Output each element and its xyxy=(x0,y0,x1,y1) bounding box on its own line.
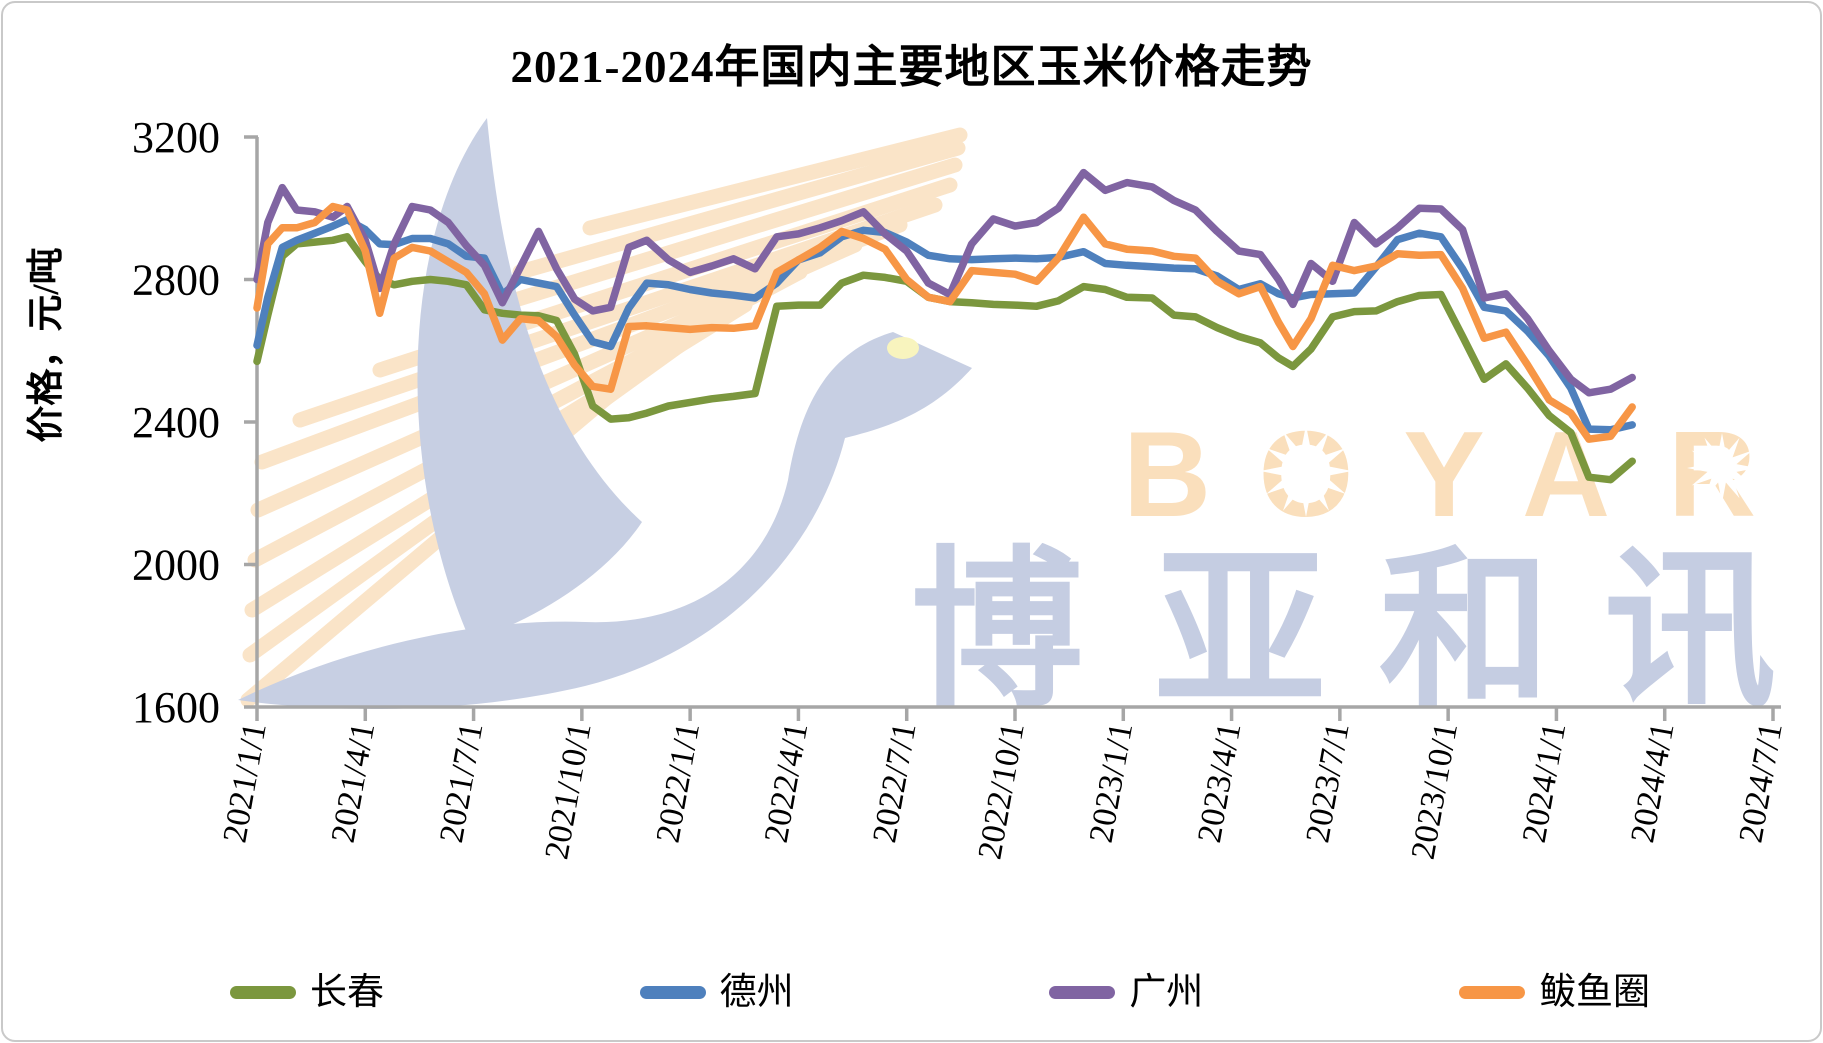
x-tick-label: 2023/10/1 xyxy=(1405,720,1465,862)
watermark-stripe-ray xyxy=(582,127,968,236)
watermark-bird-eye xyxy=(887,337,919,359)
x-tick-label: 2021/7/1 xyxy=(433,720,490,845)
legend-item-dezhou: 德州 xyxy=(639,971,794,1013)
series-line-guangzhou xyxy=(253,168,1636,397)
legend-swatch-dezhou xyxy=(639,985,706,999)
watermark-stripe-ray xyxy=(442,157,963,328)
x-tick-label: 2024/1/1 xyxy=(1516,720,1573,845)
watermark-sun-icon xyxy=(1260,425,1352,517)
chart-title: 2021-2024年国内主要地区玉米价格走势 xyxy=(510,42,1313,92)
x-tick-label: 2023/1/1 xyxy=(1083,720,1140,845)
y-axis-title: 价格，元/吨 xyxy=(25,247,67,442)
legend-label-bayuquan: 鲅鱼圈 xyxy=(1538,971,1650,1013)
chart-legend: 长春 德州 广州 鲅鱼圈 xyxy=(230,962,1650,1022)
x-tick-label: 2024/4/1 xyxy=(1624,720,1681,845)
x-tick-label: 2024/7/1 xyxy=(1732,720,1789,845)
watermark-brand-en: BOYAR xyxy=(1123,406,1757,542)
y-tick-label: 2000 xyxy=(132,541,220,590)
watermark-stripes xyxy=(240,127,968,708)
y-tick-label: 2800 xyxy=(132,256,220,305)
legend-swatch-changchun xyxy=(230,985,296,999)
x-tick-label: 2021/1/1 xyxy=(216,720,273,845)
legend-swatch-bayuquan xyxy=(1458,985,1525,999)
legend-label-dezhou: 德州 xyxy=(719,971,794,1013)
y-tick-label: 3200 xyxy=(132,113,220,162)
x-tick-label: 2021/4/1 xyxy=(325,720,382,845)
x-tick-label: 2021/10/1 xyxy=(538,720,598,862)
watermark-brand-cn: 博亚和讯 xyxy=(911,535,1776,727)
y-tick-label: 1600 xyxy=(132,683,220,732)
y-tick-label: 2400 xyxy=(132,398,220,447)
legend-swatch-guangzhou xyxy=(1049,985,1116,999)
x-tick-label: 2023/7/1 xyxy=(1299,720,1356,845)
x-tick-label: 2023/4/1 xyxy=(1191,720,1248,845)
watermark-stripe-ray xyxy=(250,237,863,518)
watermark-sun-icon xyxy=(1687,433,1757,503)
axes xyxy=(244,135,1781,721)
x-tick-label: 2022/10/1 xyxy=(971,720,1031,862)
watermark-char-亚: 亚 xyxy=(1154,535,1326,727)
watermark-char-和: 和 xyxy=(1379,535,1551,727)
watermark-char-博: 博 xyxy=(911,535,1083,727)
legend-label-guangzhou: 广州 xyxy=(1129,971,1204,1013)
watermark-letter-B: B xyxy=(1123,406,1211,542)
watermark-bird-body xyxy=(238,332,972,709)
watermark-letter-Y: Y xyxy=(1403,406,1484,542)
watermark-stripe-ray xyxy=(512,140,966,280)
legend-item-guangzhou: 广州 xyxy=(1049,974,1203,1011)
x-tick-label: 2022/4/1 xyxy=(758,720,815,845)
legend-item-changchun: 长春 xyxy=(230,974,384,1011)
series-line-bayuquan xyxy=(253,202,1636,443)
watermark-char-讯: 讯 xyxy=(1604,535,1776,727)
legend-item-bayuquan: 鲅鱼圈 xyxy=(1458,971,1650,1013)
x-tick-label: 2022/7/1 xyxy=(866,720,923,845)
x-tick-label: 2022/1/1 xyxy=(650,720,707,845)
series-line-dezhou xyxy=(253,215,1636,434)
series-line-changchun xyxy=(253,233,1636,484)
legend-label-changchun: 长春 xyxy=(310,971,384,1013)
